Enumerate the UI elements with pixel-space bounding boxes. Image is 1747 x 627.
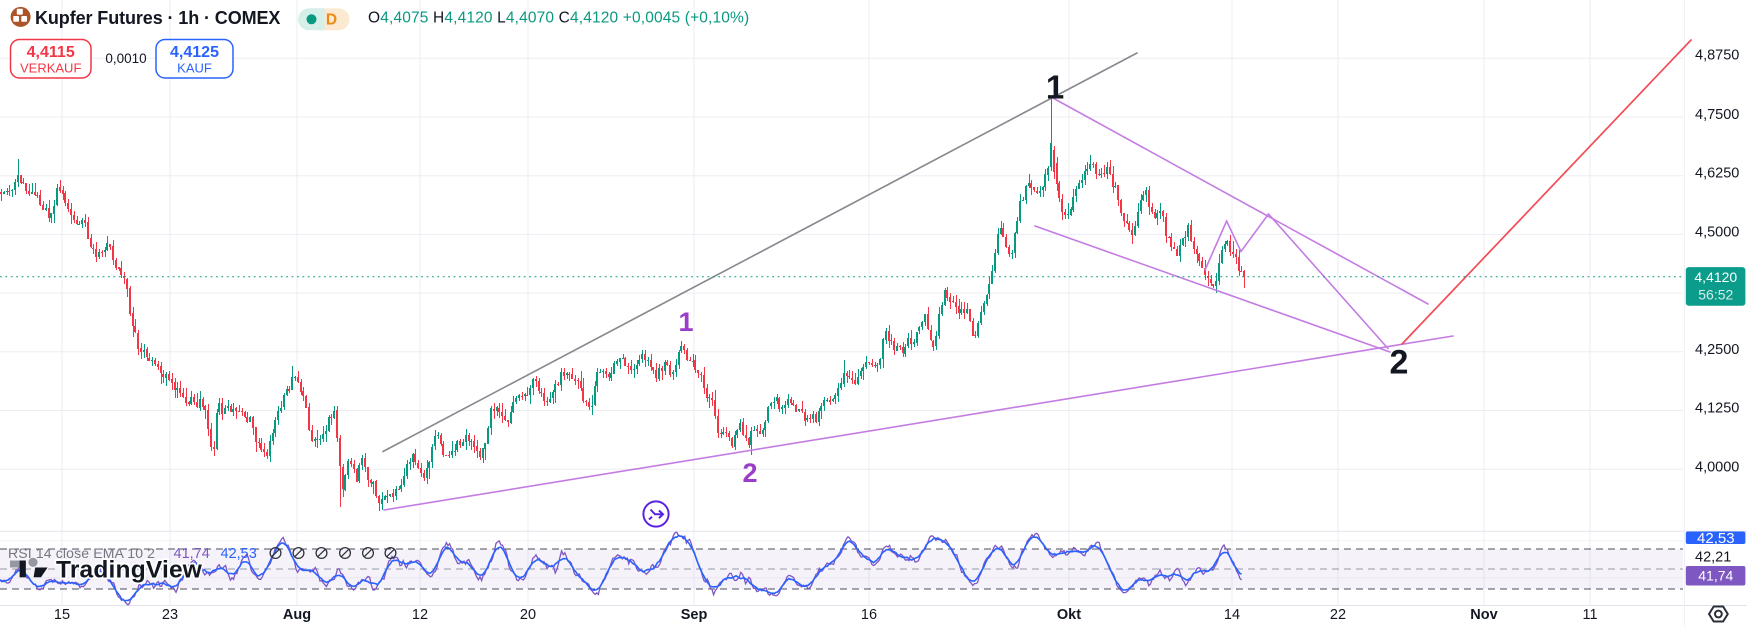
svg-text:41,74: 41,74	[1698, 568, 1733, 584]
svg-text:D: D	[326, 12, 337, 29]
svg-text:4,4120: 4,4120	[1694, 269, 1737, 285]
svg-text:1: 1	[1046, 69, 1064, 106]
svg-text:Kupfer Futures · 1h · COMEX: Kupfer Futures · 1h · COMEX	[35, 8, 280, 28]
svg-text:TradingView: TradingView	[56, 557, 203, 584]
svg-text:14: 14	[1224, 607, 1240, 623]
svg-text:4,5000: 4,5000	[1695, 225, 1739, 241]
svg-text:23: 23	[162, 607, 178, 623]
svg-text:42,53: 42,53	[1697, 530, 1735, 547]
svg-text:20: 20	[520, 607, 536, 623]
svg-text:Nov: Nov	[1470, 607, 1497, 623]
svg-text:42,21: 42,21	[1695, 550, 1731, 566]
svg-text:41,74: 41,74	[174, 546, 210, 562]
svg-text:RSI 14 close EMA 10 2: RSI 14 close EMA 10 2	[8, 545, 155, 561]
svg-text:2: 2	[742, 458, 757, 488]
svg-text:VERKAUF: VERKAUF	[20, 61, 81, 76]
svg-text:4,0000: 4,0000	[1695, 459, 1739, 475]
svg-text:4,7500: 4,7500	[1695, 107, 1739, 123]
svg-text:4,4125: 4,4125	[170, 44, 219, 61]
svg-text:22: 22	[1330, 607, 1346, 623]
svg-text:Okt: Okt	[1057, 607, 1081, 623]
svg-text:4,6250: 4,6250	[1695, 166, 1739, 182]
svg-text:2: 2	[1390, 343, 1409, 381]
svg-text:11: 11	[1582, 607, 1597, 623]
svg-text:Aug: Aug	[283, 607, 311, 623]
svg-text:16: 16	[861, 607, 877, 623]
svg-text:42,53: 42,53	[221, 546, 257, 562]
svg-text:15: 15	[54, 607, 70, 623]
svg-text:1: 1	[678, 307, 693, 337]
svg-text:4,2500: 4,2500	[1695, 342, 1739, 358]
svg-text:56:52: 56:52	[1698, 287, 1733, 303]
svg-text:Sep: Sep	[681, 607, 708, 623]
svg-text:4,4115: 4,4115	[27, 44, 75, 61]
svg-text:KAUF: KAUF	[177, 61, 212, 76]
svg-text:O4,4075 H4,4120 L4,4070 C4,: O4,4075 H4,4120 L4,4070 C4,4120 +0,0045 …	[368, 10, 749, 27]
svg-text:12: 12	[412, 607, 428, 623]
svg-text:0,0010: 0,0010	[105, 51, 146, 66]
svg-text:4,1250: 4,1250	[1695, 401, 1739, 417]
svg-text:4,8750: 4,8750	[1695, 48, 1739, 64]
